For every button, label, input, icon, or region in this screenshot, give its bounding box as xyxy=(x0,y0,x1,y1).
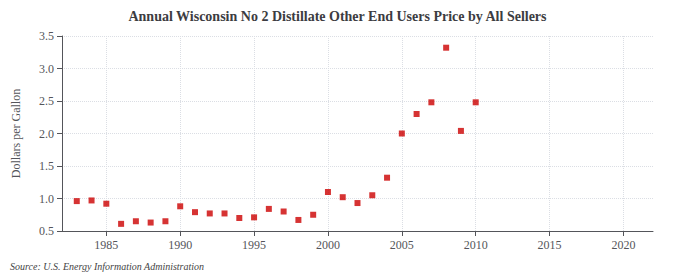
svg-text:0.5: 0.5 xyxy=(39,224,54,238)
svg-text:2015: 2015 xyxy=(538,238,562,252)
svg-text:1995: 1995 xyxy=(242,238,266,252)
svg-text:1985: 1985 xyxy=(94,238,118,252)
svg-text:Dollars per Gallon: Dollars per Gallon xyxy=(9,89,23,178)
svg-text:2.0: 2.0 xyxy=(39,127,54,141)
svg-text:2000: 2000 xyxy=(316,238,340,252)
svg-text:1.5: 1.5 xyxy=(39,159,54,173)
svg-text:1990: 1990 xyxy=(168,238,192,252)
svg-text:2010: 2010 xyxy=(464,238,488,252)
svg-text:3.0: 3.0 xyxy=(39,62,54,76)
svg-text:Source: U.S. Energy Informatio: Source: U.S. Energy Information Administ… xyxy=(10,261,204,272)
svg-text:2.5: 2.5 xyxy=(39,94,54,108)
svg-text:3.5: 3.5 xyxy=(39,29,54,43)
svg-text:2005: 2005 xyxy=(390,238,414,252)
svg-text:Annual Wisconsin No 2 Distilla: Annual Wisconsin No 2 Distillate Other E… xyxy=(128,9,547,24)
svg-text:1.0: 1.0 xyxy=(39,192,54,206)
svg-text:2020: 2020 xyxy=(611,238,635,252)
